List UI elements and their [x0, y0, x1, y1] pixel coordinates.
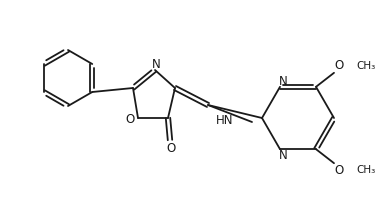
- Text: O: O: [125, 113, 134, 125]
- Text: CH₃: CH₃: [356, 165, 375, 175]
- Text: CH₃: CH₃: [356, 61, 375, 71]
- Text: HN: HN: [216, 113, 234, 126]
- Text: O: O: [334, 59, 344, 72]
- Text: O: O: [334, 164, 344, 177]
- Text: N: N: [279, 75, 287, 88]
- Text: N: N: [152, 58, 160, 71]
- Text: N: N: [279, 149, 287, 162]
- Text: O: O: [166, 141, 176, 155]
